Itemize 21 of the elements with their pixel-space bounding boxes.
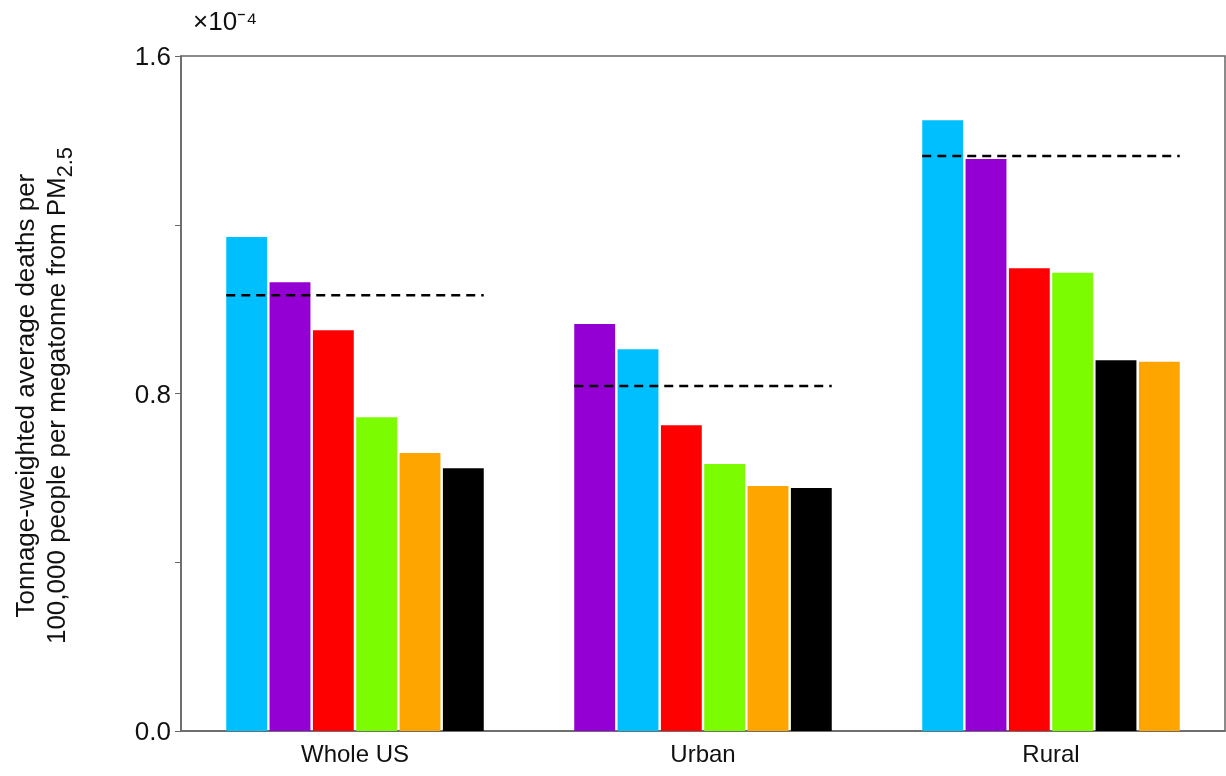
x-tick-label: Urban xyxy=(670,739,736,767)
bar xyxy=(356,417,398,731)
bar xyxy=(747,485,789,731)
bar xyxy=(312,330,354,731)
x-tick-label: Rural xyxy=(1022,739,1080,767)
bar xyxy=(1008,268,1050,731)
bar xyxy=(399,452,441,731)
bar xyxy=(226,236,268,731)
y-tick-label: 0.8 xyxy=(134,378,171,409)
bar xyxy=(965,158,1007,731)
bar xyxy=(1052,272,1094,731)
y-tick-label: 1.6 xyxy=(134,41,171,71)
bar xyxy=(269,282,311,731)
text: ×10⁻⁴ xyxy=(193,5,258,38)
bar xyxy=(442,468,484,731)
y-tick-label: 0.0 xyxy=(134,716,171,746)
bar xyxy=(790,488,832,731)
bar xyxy=(922,120,964,731)
bar xyxy=(704,463,746,731)
x-tick-label: Whole US xyxy=(300,739,410,767)
bar xyxy=(660,425,702,731)
